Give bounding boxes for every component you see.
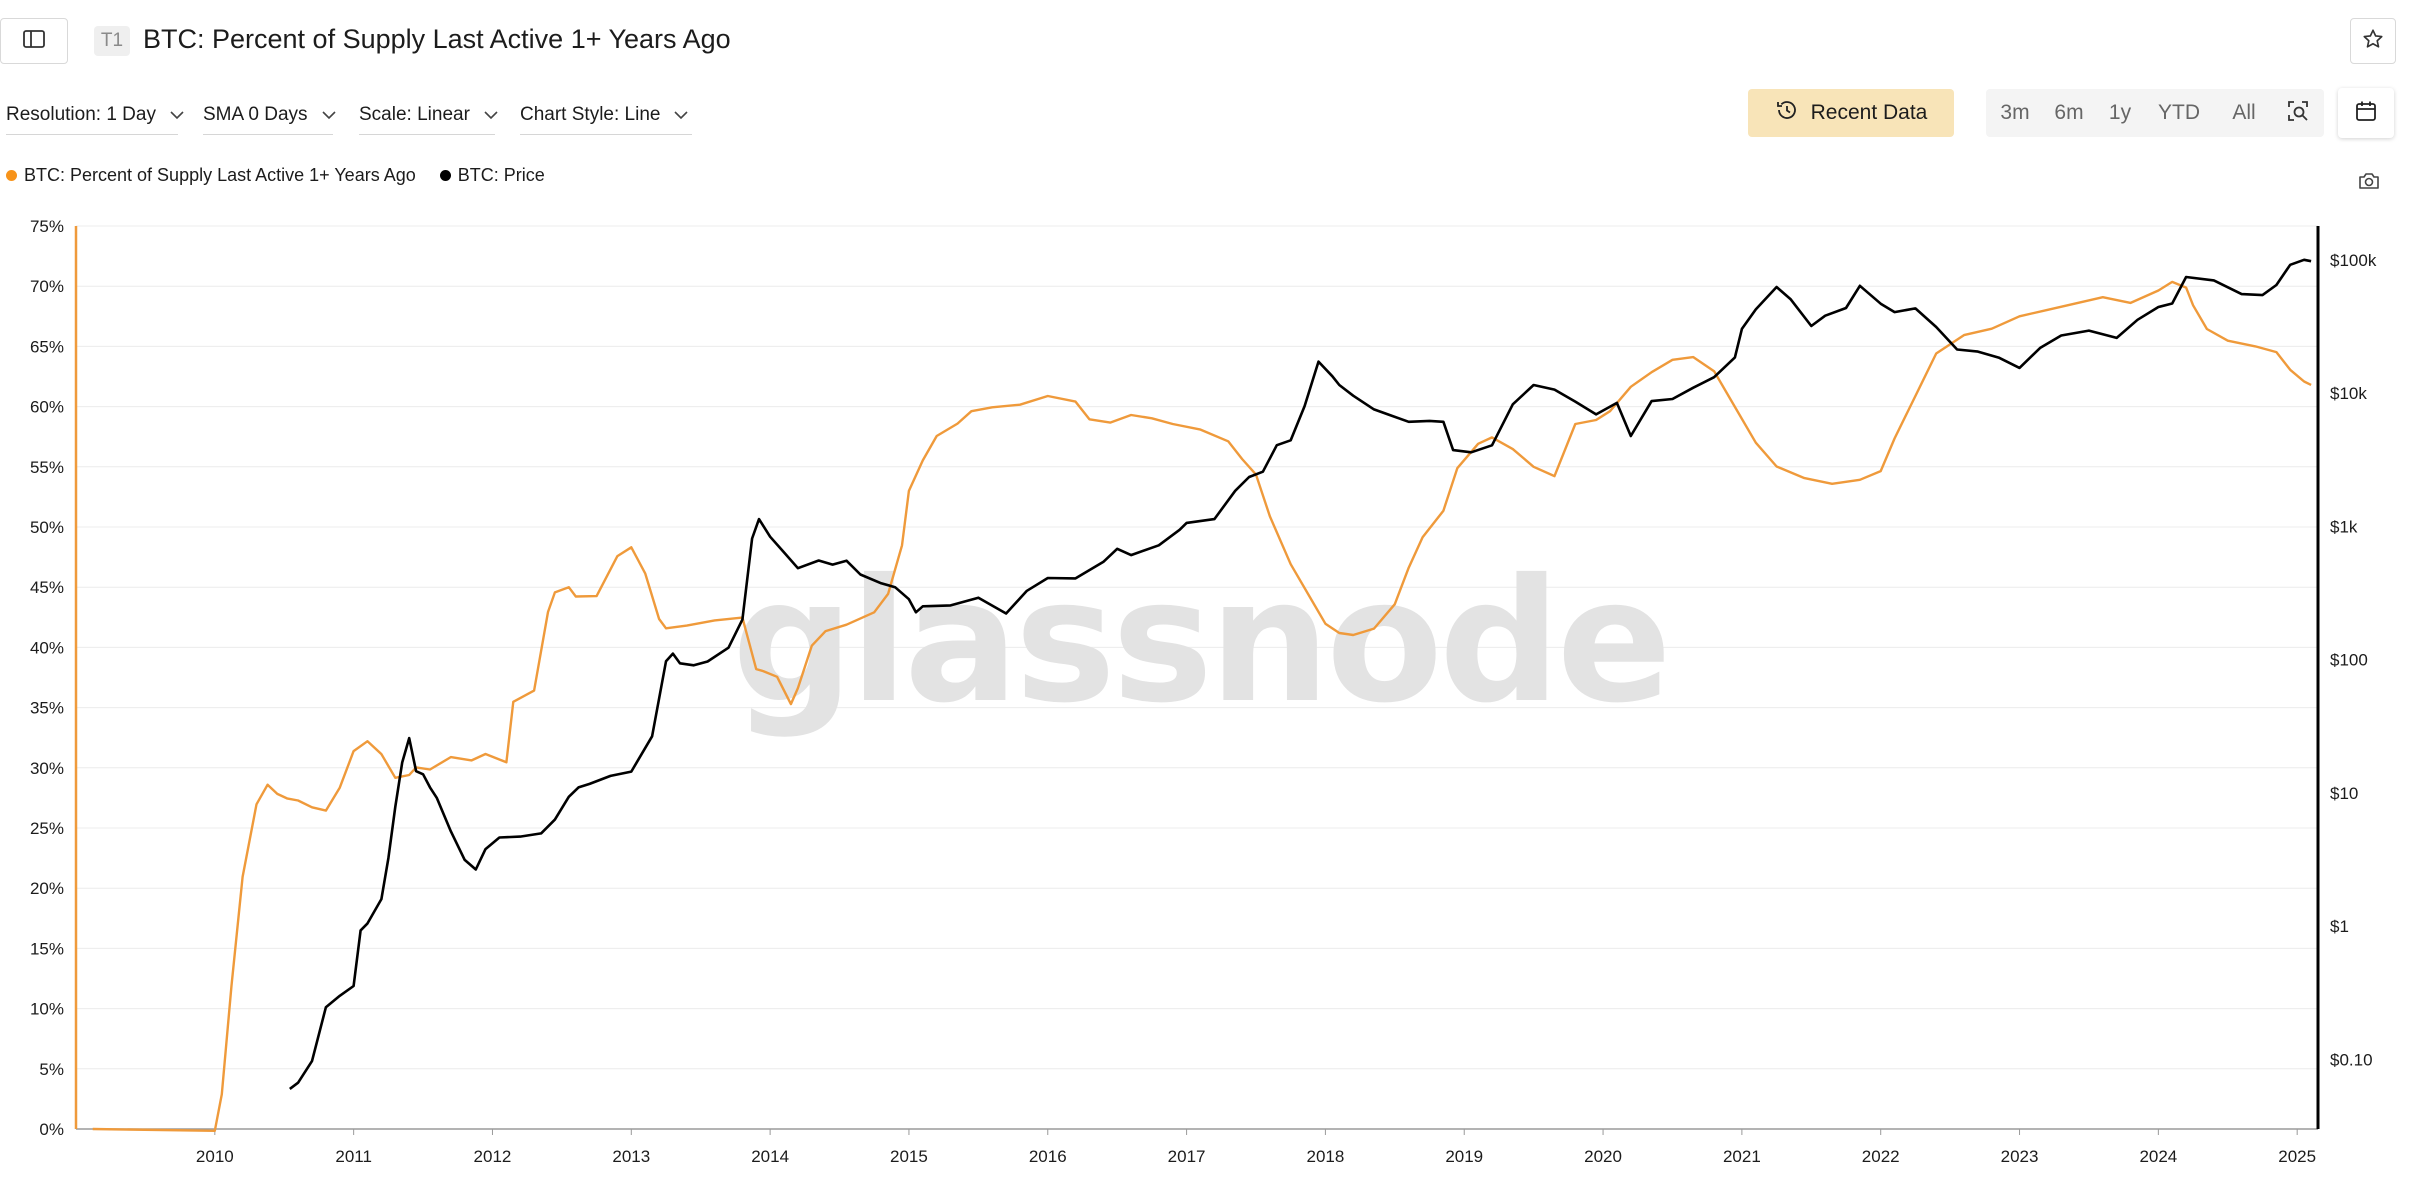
chart-legend: BTC: Percent of Supply Last Active 1+ Ye… — [6, 162, 569, 188]
right-axis-tick-label: $100 — [2330, 651, 2368, 670]
sidebar-toggle-icon — [23, 29, 45, 53]
star-icon — [2362, 28, 2384, 55]
x-axis-tick-label: 2010 — [196, 1147, 234, 1166]
x-axis-tick-label: 2014 — [751, 1147, 789, 1166]
page-title: BTC: Percent of Supply Last Active 1+ Ye… — [143, 24, 731, 54]
left-axis-tick-label: 30% — [30, 759, 64, 778]
sidebar-toggle-button[interactable] — [0, 18, 68, 64]
axes: 0% 5% 10% 15% 20% 25% 30% 35% 40% 45% 50% 55% 60% 65%… — [30, 217, 2377, 1166]
range-6m-button[interactable]: 6m — [2054, 101, 2084, 124]
sma-label: SMA 0 Days — [203, 104, 308, 125]
legend-dot — [439, 169, 451, 181]
chevron-down-icon — [478, 104, 498, 126]
x-axis-tick-label: 2021 — [1723, 1147, 1761, 1166]
range-3m-button[interactable]: 3m — [2000, 101, 2030, 124]
right-axis-tick-label: $1k — [2330, 517, 2358, 536]
range-selector: 3m 6m 1y YTD All — [1986, 89, 2324, 137]
price-series-line — [289, 258, 2312, 1090]
tier-badge: T1 — [94, 26, 130, 56]
left-axis-tick-label: 10% — [30, 1000, 64, 1019]
range-1y-button[interactable]: 1y — [2108, 101, 2132, 124]
left-axis-tick-label: 60% — [30, 398, 64, 417]
screenshot-button[interactable] — [2354, 170, 2384, 196]
right-axis-tick-label: $10k — [2330, 384, 2367, 403]
left-axis-tick-label: 55% — [30, 458, 64, 477]
range-all-button[interactable]: All — [2232, 101, 2256, 124]
chevron-down-icon — [668, 104, 689, 126]
legend-item-supply[interactable]: BTC: Percent of Supply Last Active 1+ Ye… — [6, 165, 416, 186]
scale-label: Scale: Linear — [359, 104, 470, 125]
x-axis-tick-label: 2025 — [2278, 1147, 2316, 1166]
recent-data-label: Recent Data — [1810, 101, 1928, 124]
left-axis-tick-label: 5% — [39, 1060, 64, 1079]
x-axis-tick-label: 2015 — [890, 1147, 928, 1166]
chevron-down-icon — [316, 104, 336, 126]
zoom-search-icon — [2286, 99, 2310, 128]
favorite-button[interactable] — [2350, 18, 2396, 64]
left-axis-tick-label: 70% — [30, 277, 64, 296]
left-axis-tick-label: 50% — [30, 518, 64, 537]
right-axis-tick-label: $10 — [2330, 784, 2358, 803]
sma-dropdown[interactable]: SMA 0 Days — [203, 96, 336, 135]
right-axis-tick-label: $0.10 — [2330, 1050, 2373, 1069]
scale-dropdown[interactable]: Scale: Linear — [359, 96, 498, 135]
left-axis-tick-label: 75% — [30, 217, 64, 236]
resolution-label: Resolution: 1 Day — [6, 104, 156, 125]
x-axis-tick-label: 2022 — [1862, 1147, 1900, 1166]
x-axis-tick-label: 2020 — [1584, 1147, 1622, 1166]
calendar-icon — [2354, 99, 2378, 128]
left-axis-tick-label: 15% — [30, 939, 64, 958]
range-ytd-button[interactable]: YTD — [2158, 101, 2200, 124]
history-icon — [1775, 98, 1799, 128]
x-axis-tick-label: 2018 — [1306, 1147, 1344, 1166]
left-axis-tick-label: 35% — [30, 699, 64, 718]
left-axis-tick-label: 65% — [30, 337, 64, 356]
chart-style-label: Chart Style: Line — [520, 104, 661, 125]
x-axis-tick-label: 2016 — [1029, 1147, 1067, 1166]
left-axis-tick-label: 20% — [30, 879, 64, 898]
series-lines — [92, 258, 2312, 1132]
left-axis-tick-label: 45% — [30, 578, 64, 597]
zoom-button[interactable] — [2276, 89, 2320, 137]
watermark: glassnode — [732, 543, 1668, 741]
chart-style-dropdown[interactable]: Chart Style: Line — [520, 96, 692, 135]
x-axis-tick-label: 2011 — [335, 1147, 372, 1166]
x-axis-tick-label: 2012 — [474, 1147, 512, 1166]
left-axis-tick-label: 40% — [30, 638, 64, 657]
x-axis-tick-label: 2013 — [612, 1147, 650, 1166]
left-axis-tick-label: 25% — [30, 819, 64, 838]
legend-label: BTC: Percent of Supply Last Active 1+ Ye… — [24, 164, 416, 185]
left-axis-tick-label: 0% — [39, 1120, 64, 1139]
right-axis-tick-label: $1 — [2330, 917, 2349, 936]
x-axis-tick-label: 2019 — [1445, 1147, 1483, 1166]
resolution-dropdown[interactable]: Resolution: 1 Day — [6, 96, 184, 135]
grid-lines — [76, 225, 2318, 1130]
right-axis-tick-label: $100k — [2330, 251, 2377, 270]
x-axis-tick-label: 2024 — [2139, 1147, 2177, 1166]
x-axis-tick-label: 2023 — [2001, 1147, 2039, 1166]
date-range-button[interactable] — [2338, 88, 2394, 138]
legend-dot — [6, 169, 17, 181]
supply-series-line — [92, 280, 2312, 1132]
top-bar: T1 BTC: Percent of Supply Last Active 1+… — [0, 0, 2410, 80]
x-axis-tick-label: 2017 — [1168, 1147, 1206, 1166]
chevron-down-icon — [164, 104, 184, 126]
legend-item-price[interactable]: BTC: Price — [439, 164, 545, 186]
camera-icon — [2358, 172, 2380, 195]
recent-data-button[interactable]: Recent Data — [1748, 89, 1954, 137]
legend-label: BTC: Price — [457, 164, 545, 185]
